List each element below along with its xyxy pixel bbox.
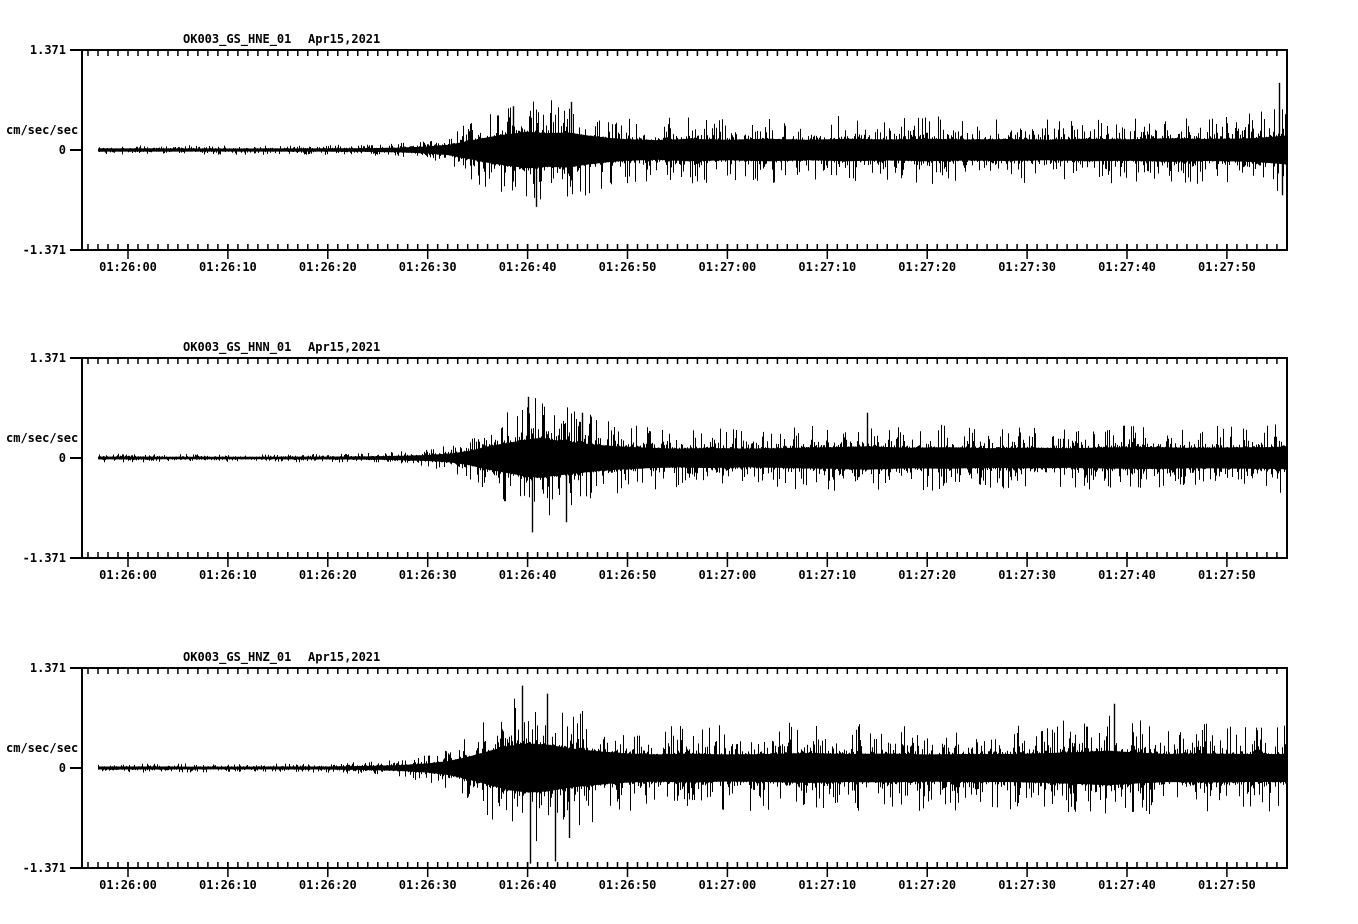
y-axis-unit-hnn: cm/sec/sec [6,431,79,445]
waveform-trace [98,100,1286,200]
y-ticks [70,49,82,251]
panel-ok003_gs_hnn_01 [70,357,1288,567]
x-tick-label: 01:27:40 [1098,878,1156,892]
x-tick-label: 01:27:20 [898,260,957,274]
x-tick-label: 01:27:10 [798,568,857,582]
x-tick-label: 01:26:10 [198,260,257,274]
x-tick-label: 01:27:50 [1197,260,1256,274]
x-tick-label: 01:26:50 [598,568,657,582]
trace-date-hnz: Apr15,2021 [308,650,381,664]
y-tick-min-hne: -1.371 [22,243,66,257]
major-ticks [127,862,1228,877]
x-tick-label: 01:26:40 [498,568,557,582]
y-tick-zero-hnn: 0 [58,451,66,465]
x-tick-label: 01:27:30 [998,568,1056,582]
y-ticks [70,357,82,559]
x-tick-label: 01:27:10 [798,878,857,892]
waveform-peak-spikes [521,685,1116,864]
major-ticks [127,244,1228,259]
x-tick-label: 01:26:50 [598,878,657,892]
x-tick-label: 01:26:00 [99,878,157,892]
x-tick-label: 01:27:20 [898,878,957,892]
x-tick-label: 01:27:00 [698,878,757,892]
y-ticks [70,667,82,869]
x-tick-label: 01:26:10 [198,878,257,892]
x-tick-label: 01:26:30 [398,878,457,892]
panel-ok003_gs_hnz_01 [70,667,1288,877]
y-tick-min-hnz: -1.371 [22,861,66,875]
minor-ticks [87,668,1278,868]
x-tick-label: 01:26:00 [99,260,157,274]
y-axis-unit-hne: cm/sec/sec [6,123,79,137]
trace-title-hnn: OK003_GS_HNN_01 [183,340,292,354]
x-tick-label: 01:27:30 [998,260,1056,274]
x-tick-label: 01:26:10 [198,568,257,582]
major-ticks [127,552,1228,567]
x-tick-label: 01:27:30 [998,878,1056,892]
x-tick-label: 01:26:20 [298,260,357,274]
x-tick-label: 01:26:40 [498,878,557,892]
y-tick-max-hne: 1.371 [29,43,66,57]
x-tick-label: 01:27:00 [698,260,757,274]
x-tick-label: 01:26:20 [298,568,357,582]
y-tick-max-hnz: 1.371 [29,661,66,675]
x-tick-label: 01:27:40 [1098,568,1156,582]
y-axis-unit-hnz: cm/sec/sec [6,741,79,755]
minor-ticks [87,50,1278,250]
panel-ok003_gs_hne_01 [70,49,1288,259]
x-tick-label: 01:26:50 [598,260,657,274]
trace-date-hnn: Apr15,2021 [308,340,381,354]
x-tick-label: 01:26:30 [398,260,457,274]
x-tick-label: 01:26:20 [298,878,357,892]
trace-date-hne: Apr15,2021 [308,32,381,46]
x-tick-label: 01:27:50 [1197,878,1256,892]
x-tick-label: 01:27:40 [1098,260,1156,274]
x-tick-label: 01:26:30 [398,568,457,582]
x-tick-label: 01:27:00 [698,568,757,582]
y-tick-max-hnn: 1.371 [29,351,66,365]
waveform-trace [98,398,1286,516]
waveform-peak-spikes [527,396,869,533]
y-tick-zero-hnz: 0 [58,761,66,775]
x-tick-label: 01:27:10 [798,260,857,274]
x-tick-label: 01:27:20 [898,568,957,582]
minor-ticks [87,358,1278,558]
y-tick-min-hnn: -1.371 [22,551,66,565]
trace-title-hne: OK003_GS_HNE_01 [183,32,292,46]
y-tick-zero-hne: 0 [58,143,66,157]
trace-title-hnz: OK003_GS_HNZ_01 [183,650,292,664]
waveform-peak-spikes [512,82,1284,207]
waveform-trace [98,698,1286,842]
x-tick-label: 01:27:50 [1197,568,1256,582]
x-tick-label: 01:26:40 [498,260,557,274]
x-tick-label: 01:26:00 [99,568,157,582]
